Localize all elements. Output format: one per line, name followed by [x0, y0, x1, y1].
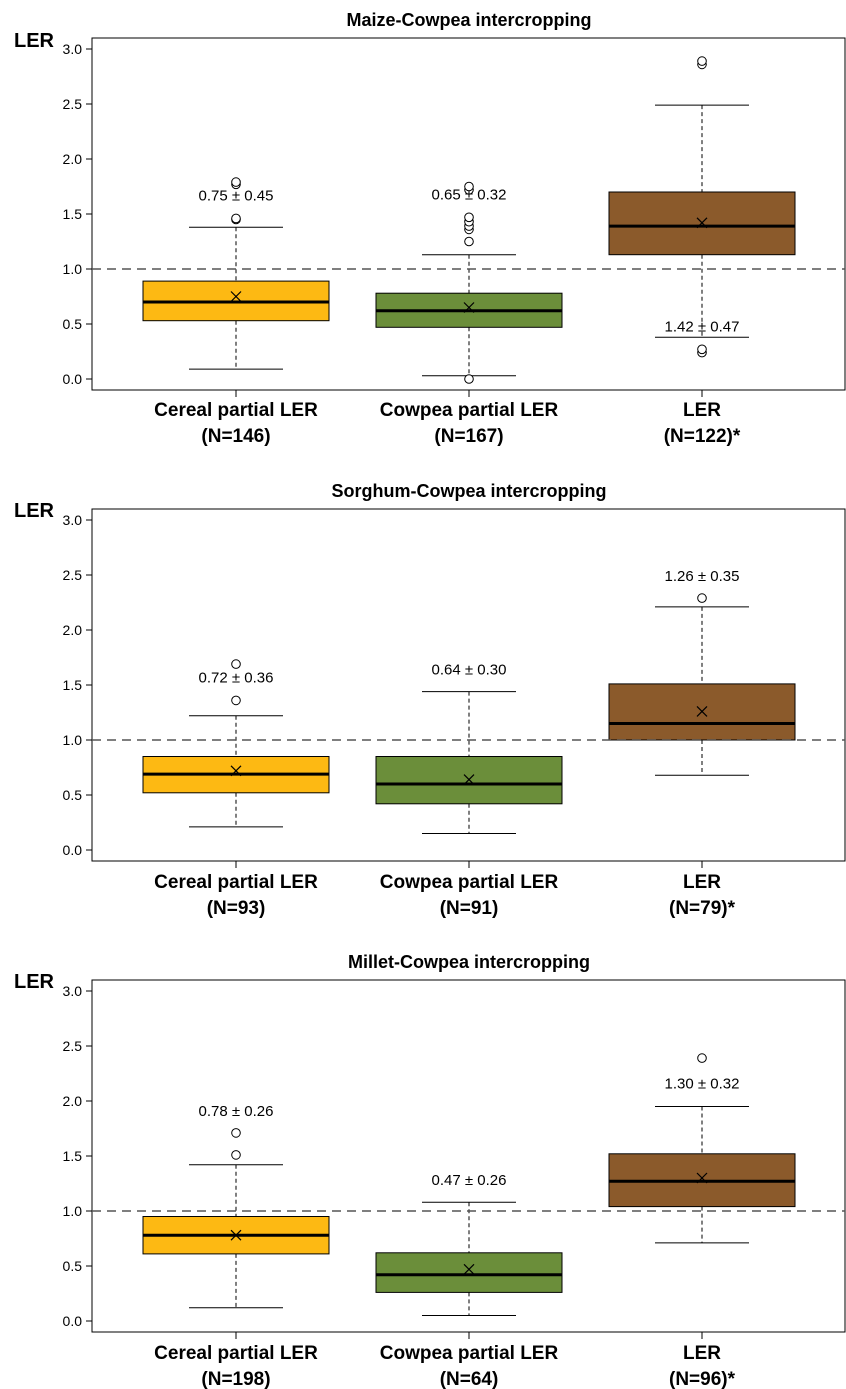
panel-3: Millet-Cowpea intercropping LER 0.0 0.5 1.0 1…: [14, 952, 846, 1389]
mean-marker-stroke: [463, 1263, 475, 1275]
y-tick-label: 2.0: [63, 622, 83, 638]
x-category-n-label: (N=91): [440, 898, 499, 919]
outlier-point: [464, 212, 474, 223]
mean-marker-stroke: [230, 291, 242, 302]
mean-sd-annotation: 0.65 ± 0.32: [432, 186, 507, 203]
y-tick-label: 1.5: [63, 1148, 83, 1164]
y-tick-label: 3.0: [63, 983, 83, 999]
x-category-n-label: (N=167): [434, 426, 503, 447]
x-category-n-label: (N=93): [207, 898, 266, 919]
y-tick-label: 0.0: [63, 371, 83, 387]
outlier-point: [231, 695, 241, 706]
y-tick-label: 2.0: [63, 151, 83, 167]
y-tick-label: 1.5: [63, 206, 83, 222]
outlier-point: [231, 177, 241, 187]
mean-marker: [230, 765, 242, 777]
mean-sd-annotation: 0.47 ± 0.26: [432, 1172, 507, 1189]
mean-marker: [463, 302, 475, 313]
y-tick-label: 0.5: [63, 787, 83, 803]
outlier-point: [697, 1053, 707, 1063]
outlier-point: [231, 1128, 241, 1138]
x-category-n-label: (N=146): [201, 426, 270, 447]
mean-marker-stroke: [463, 774, 475, 786]
outlier-point: [464, 236, 474, 247]
y-tick-label: 1.0: [63, 732, 83, 748]
mean-sd-annotation: 1.42 ± 0.47: [665, 318, 740, 335]
outlier-point: [697, 344, 707, 355]
x-category-label: Cowpea partial LER: [380, 400, 559, 421]
mean-marker: [696, 705, 708, 717]
y-tick-label: 1.0: [63, 1203, 83, 1219]
mean-sd-annotation: 0.78 ± 0.26: [199, 1103, 274, 1120]
mean-marker-stroke: [230, 765, 242, 777]
panel-title: Millet-Cowpea intercropping: [348, 952, 590, 972]
x-category-label: Cowpea partial LER: [380, 1343, 559, 1364]
mean-marker: [230, 1229, 242, 1241]
outlier-point: [464, 181, 474, 192]
y-tick-label: 0.0: [63, 842, 83, 858]
x-category-label: Cereal partial LER: [154, 1343, 318, 1364]
y-axis-label: LER: [14, 30, 55, 52]
x-category-n-label: (N=79)*: [669, 898, 736, 919]
mean-marker: [696, 1172, 708, 1184]
panel-title: Maize-Cowpea intercropping: [346, 10, 591, 30]
mean-marker: [463, 1263, 475, 1275]
y-tick-label: 3.0: [63, 512, 83, 528]
x-category-label: Cereal partial LER: [154, 400, 318, 421]
x-category-label: Cowpea partial LER: [380, 872, 559, 893]
y-axis-label: LER: [14, 500, 55, 522]
outlier-point: [697, 593, 707, 603]
x-category-n-label: (N=198): [201, 1369, 270, 1389]
mean-sd-annotation: 1.26 ± 0.35: [665, 568, 740, 585]
x-category-label: LER: [683, 400, 721, 421]
outlier-point: [231, 1150, 241, 1160]
mean-sd-annotation: 0.64 ± 0.30: [432, 662, 507, 679]
x-category-n-label: (N=64): [440, 1369, 499, 1389]
panel-title: Sorghum-Cowpea intercropping: [331, 481, 606, 501]
y-tick-label: 2.5: [63, 1038, 83, 1054]
y-tick-label: 1.5: [63, 677, 83, 693]
mean-marker-stroke: [696, 705, 708, 717]
mean-marker-stroke: [463, 302, 475, 313]
x-category-label: LER: [683, 872, 721, 893]
mean-sd-annotation: 0.72 ± 0.36: [199, 669, 274, 686]
y-tick-label: 3.0: [63, 41, 83, 57]
y-tick-label: 0.0: [63, 1313, 83, 1329]
x-category-n-label: (N=122)*: [664, 426, 741, 447]
x-category-label: Cereal partial LER: [154, 872, 318, 893]
mean-marker: [463, 774, 475, 786]
mean-sd-annotation: 1.30 ± 0.32: [665, 1076, 740, 1093]
mean-marker-stroke: [696, 217, 708, 229]
y-tick-label: 0.5: [63, 1258, 83, 1274]
panel-1: Maize-Cowpea intercropping LER 0.0 0.5 1.0 1.…: [14, 10, 846, 447]
y-axis-label: LER: [14, 971, 55, 993]
outlier-point: [464, 374, 474, 384]
mean-marker: [230, 291, 242, 302]
y-tick-label: 2.0: [63, 1093, 83, 1109]
outlier-point: [697, 56, 707, 66]
y-tick-label: 0.5: [63, 316, 83, 332]
box-iqr: [375, 1252, 563, 1293]
y-tick-label: 1.0: [63, 261, 83, 277]
x-category-label: LER: [683, 1343, 721, 1364]
mean-marker-stroke: [696, 1172, 708, 1184]
outlier-point: [231, 213, 241, 224]
outlier-point: [231, 659, 241, 669]
y-tick-label: 2.5: [63, 96, 83, 112]
panel-2: Sorghum-Cowpea intercropping LER 0.0 0.5 1.0…: [14, 481, 846, 919]
x-category-n-label: (N=96)*: [669, 1369, 736, 1389]
mean-marker-stroke: [230, 1229, 242, 1241]
mean-sd-annotation: 0.75 ± 0.45: [199, 187, 274, 204]
mean-marker: [696, 217, 708, 229]
y-tick-label: 2.5: [63, 567, 83, 583]
